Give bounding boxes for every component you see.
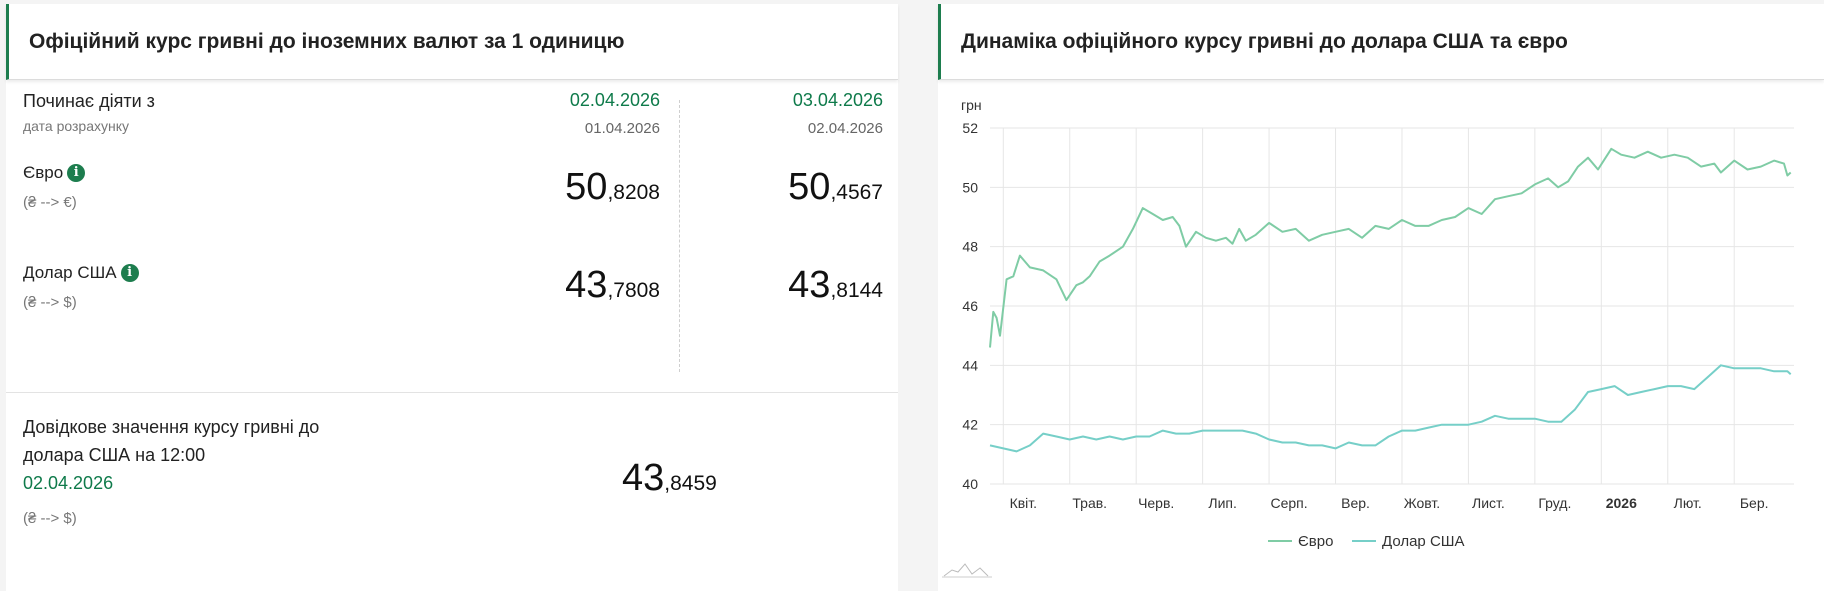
- official-rate-title: Офіційний курс гривні до іноземних валют…: [6, 4, 898, 80]
- reference-line2: долара США на 12:00: [23, 445, 206, 465]
- x-tick-label: 2026: [1606, 495, 1637, 511]
- effective-date-2: 03.04.2026: [792, 90, 883, 110]
- rate-dynamics-title: Динаміка офіційного курсу гривні до дола…: [938, 4, 1824, 80]
- usd-label: Долар США: [23, 263, 117, 282]
- x-tick-label: Вер.: [1341, 495, 1370, 511]
- x-tick-label: Лют.: [1674, 495, 1702, 511]
- y-tick-label: 40: [962, 476, 978, 492]
- x-tick-label: Трав.: [1072, 495, 1107, 511]
- y-tick-label: 46: [962, 298, 978, 314]
- series-line-1: [989, 364, 1792, 453]
- series-line-0: [989, 147, 1792, 348]
- reference-date: 02.04.2026: [23, 473, 114, 493]
- y-tick-label: 42: [962, 417, 978, 433]
- official-rate-panel: Офіційний курс гривні до іноземних валют…: [6, 4, 898, 591]
- column-divider: [679, 100, 680, 372]
- reference-rate-frac: ,8459: [664, 472, 717, 495]
- x-tick-label: Лист.: [1472, 495, 1505, 511]
- eur-rate-1-int: 50: [565, 166, 608, 208]
- x-tick-label: Бер.: [1740, 495, 1769, 511]
- x-tick-label: Жовт.: [1404, 495, 1440, 511]
- y-axis-label: грн: [961, 97, 982, 113]
- usd-rate-2-int: 43: [788, 264, 831, 306]
- usd-direction: (₴ --> $): [23, 294, 77, 311]
- calc-date-label: дата розрахунку: [23, 118, 129, 134]
- usd-rate-2: 43,8144: [788, 264, 883, 307]
- calc-date-1: 01.04.2026: [584, 120, 660, 137]
- y-tick-label: 50: [962, 179, 978, 195]
- usd-rate-2-frac: ,8144: [830, 279, 883, 302]
- x-tick-label: Черв.: [1138, 495, 1174, 511]
- usd-rate-1-int: 43: [565, 264, 608, 306]
- eur-rate-1: 50,8208: [565, 166, 660, 209]
- usd-rate-1-frac: ,7808: [607, 279, 660, 302]
- eur-direction: (₴ --> €): [23, 194, 77, 211]
- y-tick-label: 48: [962, 239, 978, 255]
- x-tick-label: Серп.: [1270, 495, 1307, 511]
- usd-row-label: Долар США i: [23, 263, 139, 283]
- info-icon[interactable]: i: [67, 164, 86, 182]
- info-icon[interactable]: i: [120, 264, 139, 282]
- reference-rate: 43,8459: [622, 457, 717, 500]
- x-tick-label: Лип.: [1208, 495, 1236, 511]
- effective-date-1: 02.04.2026: [569, 90, 660, 110]
- x-tick-label: Квіт.: [1010, 495, 1037, 511]
- eur-row-label: Євро i: [23, 163, 86, 183]
- effective-from-label: Починає діяти з: [23, 91, 155, 111]
- reference-line1: Довідкове значення курсу гривні до: [23, 417, 320, 437]
- navigator-icon: [943, 563, 989, 577]
- section-divider: [6, 392, 898, 393]
- reference-direction: (₴ --> $): [23, 510, 77, 527]
- usd-rate-1: 43,7808: [565, 264, 660, 307]
- eur-rate-2-frac: ,4567: [830, 181, 883, 204]
- y-tick-label: 44: [962, 357, 978, 373]
- rate-dynamics-panel: Динаміка офіційного курсу гривні до дола…: [938, 4, 1824, 591]
- eur-rate-2: 50,4567: [788, 166, 883, 209]
- legend-label-1: Долар США: [1382, 533, 1465, 550]
- eur-label: Євро: [23, 163, 64, 182]
- eur-rate-1-frac: ,8208: [607, 181, 660, 204]
- y-tick-label: 52: [962, 120, 978, 136]
- eur-rate-2-int: 50: [788, 166, 831, 208]
- reference-rate-int: 43: [622, 457, 665, 499]
- calc-date-2: 02.04.2026: [807, 120, 883, 137]
- rate-dynamics-chart[interactable]: грн 40 42 44 46 48 50 52 Квіт. Трав. Черв. Лип. Серп…: [938, 86, 1824, 586]
- legend-label-0: Євро: [1298, 533, 1333, 550]
- x-tick-label: Груд.: [1538, 495, 1571, 511]
